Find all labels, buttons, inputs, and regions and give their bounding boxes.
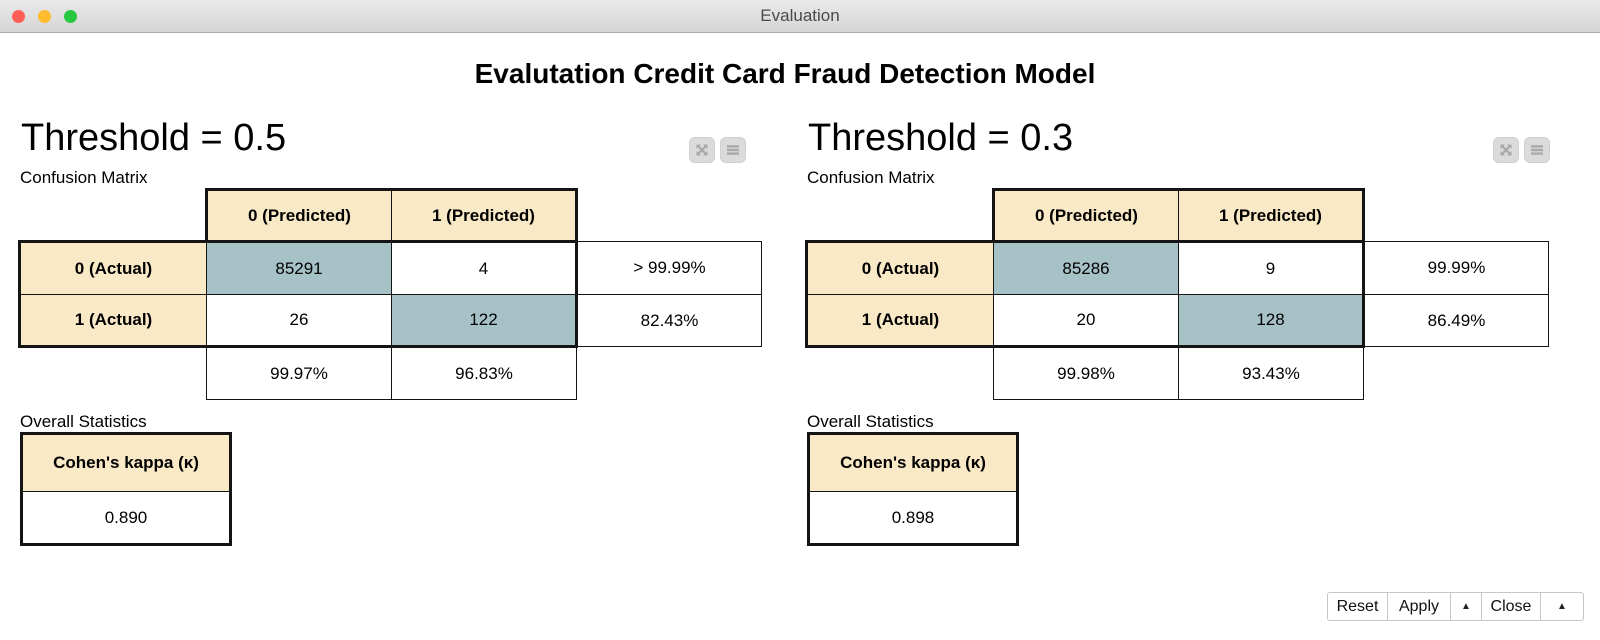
matrix-col-percent: 93.43% bbox=[1178, 346, 1364, 400]
menu-button[interactable] bbox=[720, 137, 746, 163]
expand-icon bbox=[1500, 144, 1512, 156]
close-dropdown-button[interactable]: ▲ bbox=[1540, 592, 1584, 621]
kappa-value: 0.890 bbox=[20, 491, 232, 546]
kappa-value: 0.898 bbox=[807, 491, 1019, 546]
matrix-cell-fn: 20 bbox=[993, 294, 1179, 348]
expand-button[interactable] bbox=[689, 137, 715, 163]
confusion-matrix-label: Confusion Matrix bbox=[807, 168, 935, 187]
matrix-row-percent: 86.49% bbox=[1363, 294, 1549, 347]
page-title: Evalutation Credit Card Fraud Detection … bbox=[474, 58, 1096, 89]
confusion-matrix-label: Confusion Matrix bbox=[20, 168, 148, 187]
matrix-corner-blank bbox=[807, 190, 994, 242]
matrix-corner-blank bbox=[1364, 347, 1549, 400]
traffic-lights bbox=[12, 10, 77, 23]
expand-icon bbox=[696, 144, 708, 156]
matrix-cell-tn: 85291 bbox=[206, 240, 392, 295]
matrix-corner-blank bbox=[20, 347, 207, 400]
apply-button[interactable]: Apply bbox=[1387, 592, 1451, 621]
overall-statistics-label: Overall Statistics bbox=[807, 412, 934, 431]
threshold-label: Threshold = 0.5 bbox=[21, 117, 287, 159]
close-window-button[interactable] bbox=[12, 10, 25, 23]
matrix-cell-fp: 4 bbox=[391, 240, 578, 295]
matrix-corner-blank bbox=[20, 190, 207, 242]
matrix-row-header: 0 (Actual) bbox=[18, 240, 207, 295]
matrix-corner-blank bbox=[577, 190, 762, 242]
menu-icon bbox=[1531, 145, 1543, 155]
matrix-corner-blank bbox=[577, 347, 762, 400]
minimize-window-button[interactable] bbox=[38, 10, 51, 23]
overall-statistics-label: Overall Statistics bbox=[20, 412, 147, 431]
matrix-cell-tp: 128 bbox=[1178, 294, 1365, 348]
section-threshold-05: Threshold = 0.5 Confu bbox=[0, 33, 800, 640]
kappa-header: Cohen's kappa (κ) bbox=[20, 432, 232, 492]
dialog-button-bar: Reset Apply ▲ Close ▲ bbox=[1327, 592, 1584, 621]
close-button[interactable]: Close bbox=[1481, 592, 1541, 621]
threshold-label: Threshold = 0.3 bbox=[808, 117, 1074, 159]
matrix-row-header: 1 (Actual) bbox=[18, 294, 207, 348]
matrix-row-header: 1 (Actual) bbox=[805, 294, 994, 348]
matrix-row-percent: 99.99% bbox=[1363, 241, 1549, 295]
matrix-col-header: 1 (Predicted) bbox=[391, 188, 578, 243]
matrix-cell-tp: 122 bbox=[391, 294, 578, 348]
kappa-table: Cohen's kappa (κ) 0.898 bbox=[807, 432, 1019, 546]
matrix-row-percent: 82.43% bbox=[576, 294, 762, 347]
view-controls bbox=[1493, 137, 1550, 163]
kappa-table: Cohen's kappa (κ) 0.890 bbox=[20, 432, 232, 546]
zoom-window-button[interactable] bbox=[64, 10, 77, 23]
matrix-cell-fn: 26 bbox=[206, 294, 392, 348]
reset-button[interactable]: Reset bbox=[1327, 592, 1388, 621]
window-title: Evaluation bbox=[760, 6, 840, 25]
matrix-cell-fp: 9 bbox=[1178, 240, 1365, 295]
matrix-corner-blank bbox=[807, 347, 994, 400]
matrix-cell-tn: 85286 bbox=[993, 240, 1179, 295]
menu-icon bbox=[727, 145, 739, 155]
view-controls bbox=[689, 137, 746, 163]
matrix-col-header: 1 (Predicted) bbox=[1178, 188, 1365, 243]
confusion-matrix-table: 0 (Predicted) 1 (Predicted) 0 (Actual) 8… bbox=[805, 188, 1549, 400]
menu-button[interactable] bbox=[1524, 137, 1550, 163]
matrix-row-header: 0 (Actual) bbox=[805, 240, 994, 295]
matrix-col-header: 0 (Predicted) bbox=[992, 188, 1179, 243]
section-threshold-03: Threshold = 0.3 Confu bbox=[787, 33, 1587, 640]
expand-button[interactable] bbox=[1493, 137, 1519, 163]
matrix-col-percent: 99.97% bbox=[206, 346, 392, 400]
matrix-corner-blank bbox=[1364, 190, 1549, 242]
confusion-matrix-table: 0 (Predicted) 1 (Predicted) 0 (Actual) 8… bbox=[18, 188, 762, 400]
matrix-col-percent: 96.83% bbox=[391, 346, 577, 400]
apply-dropdown-button[interactable]: ▲ bbox=[1450, 592, 1482, 621]
kappa-header: Cohen's kappa (κ) bbox=[807, 432, 1019, 492]
matrix-col-percent: 99.98% bbox=[993, 346, 1179, 400]
matrix-row-percent: > 99.99% bbox=[576, 241, 762, 295]
titlebar: Evaluation bbox=[0, 0, 1600, 33]
matrix-col-header: 0 (Predicted) bbox=[205, 188, 392, 243]
